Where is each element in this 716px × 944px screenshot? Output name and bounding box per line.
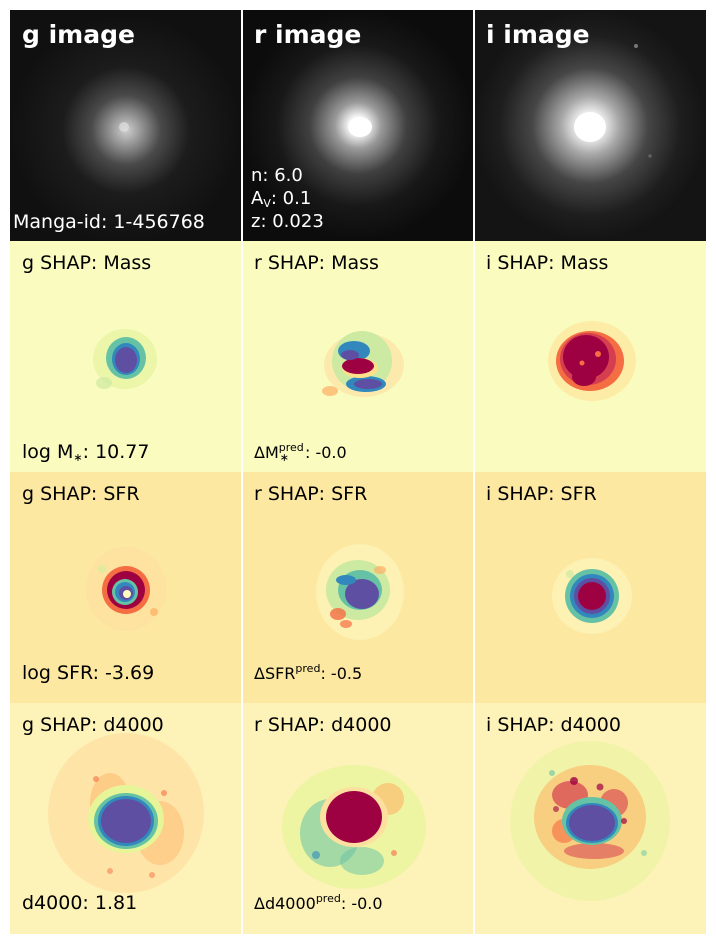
r-shap-mass-map — [242, 241, 474, 472]
i-image-title: i image — [486, 20, 590, 49]
r-shap-mass-panel: r SHAP: Mass ΔMpred∗: -0.0 — [242, 241, 474, 472]
g-shap-sfr-map — [10, 472, 242, 703]
i-shap-d4000-panel: i SHAP: d4000 — [474, 703, 706, 934]
delta-mass-label: ΔMpred∗: -0.0 — [254, 441, 347, 464]
i-shap-mass-map — [474, 241, 706, 472]
sersic-index-label: n: 6.0 — [251, 165, 303, 186]
g-shap-d4000-panel: g SHAP: d4000 d4000: 1.81 — [10, 703, 242, 934]
extinction-label: AV: 0.1 — [251, 188, 312, 210]
r-shap-d4000-map — [242, 703, 474, 934]
g-shap-mass-title: g SHAP: Mass — [22, 252, 152, 274]
g-shap-mass-panel: g SHAP: Mass log M∗: 10.77 — [10, 241, 242, 472]
g-image-title: g image — [22, 20, 135, 49]
g-shap-sfr-title: g SHAP: SFR — [22, 483, 140, 505]
r-shap-sfr-panel: r SHAP: SFR ΔSFRpred: -0.5 — [242, 472, 474, 703]
i-shap-sfr-title: i SHAP: SFR — [486, 483, 597, 505]
log-sfr-label: log SFR: -3.69 — [22, 662, 155, 684]
i-shap-d4000-title: i SHAP: d4000 — [486, 714, 621, 736]
g-shap-mass-map — [10, 241, 242, 472]
g-galaxy-image — [10, 10, 242, 241]
i-shap-sfr-panel: i SHAP: SFR — [474, 472, 706, 703]
r-shap-d4000-title: r SHAP: d4000 — [254, 714, 392, 736]
i-image-panel: i image — [474, 10, 706, 241]
r-image-panel: r image n: 6.0 AV: 0.1 z: 0.023 — [242, 10, 474, 241]
figure-grid: g image Manga-id: 1-456768 r image n: 6.… — [10, 10, 706, 934]
column-divider-1 — [241, 10, 243, 934]
r-shap-d4000-panel: r SHAP: d4000 Δd4000pred: -0.0 — [242, 703, 474, 934]
r-galaxy-image — [242, 10, 474, 241]
delta-sfr-label: ΔSFRpred: -0.5 — [254, 662, 363, 683]
r-image-title: r image — [254, 20, 362, 49]
g-shap-d4000-title: g SHAP: d4000 — [22, 714, 164, 736]
i-shap-d4000-map — [474, 703, 706, 934]
i-shap-mass-title: i SHAP: Mass — [486, 252, 609, 274]
delta-d4000-label: Δd4000pred: -0.0 — [254, 892, 383, 913]
redshift-label: z: 0.023 — [251, 211, 324, 232]
log-mass-label: log M∗: 10.77 — [22, 441, 150, 464]
i-galaxy-image — [474, 10, 706, 241]
i-shap-mass-panel: i SHAP: Mass — [474, 241, 706, 472]
d4000-value-label: d4000: 1.81 — [22, 892, 138, 914]
i-shap-sfr-map — [474, 472, 706, 703]
g-shap-sfr-panel: g SHAP: SFR log SFR: -3.69 — [10, 472, 242, 703]
r-shap-sfr-title: r SHAP: SFR — [254, 483, 368, 505]
g-shap-d4000-map — [10, 703, 242, 934]
g-image-panel: g image Manga-id: 1-456768 — [10, 10, 242, 241]
column-divider-2 — [473, 10, 475, 934]
r-shap-mass-title: r SHAP: Mass — [254, 252, 379, 274]
manga-id-label: Manga-id: 1-456768 — [13, 211, 205, 233]
r-shap-sfr-map — [242, 472, 474, 703]
